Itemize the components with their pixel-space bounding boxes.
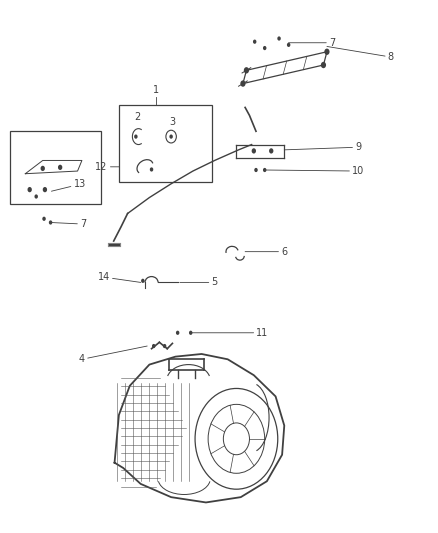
- Text: 4: 4: [79, 346, 147, 364]
- Circle shape: [263, 46, 266, 50]
- Circle shape: [43, 187, 47, 192]
- Text: 12: 12: [95, 162, 119, 172]
- Circle shape: [277, 36, 281, 41]
- Circle shape: [240, 80, 246, 87]
- Circle shape: [321, 62, 326, 68]
- Circle shape: [163, 344, 166, 348]
- Circle shape: [324, 49, 329, 55]
- Text: 13: 13: [51, 179, 86, 191]
- Text: 8: 8: [327, 46, 394, 62]
- Circle shape: [35, 195, 38, 199]
- Circle shape: [28, 187, 32, 192]
- Text: 14: 14: [98, 272, 141, 282]
- Text: 1: 1: [153, 85, 159, 95]
- Circle shape: [189, 330, 192, 335]
- Bar: [119, 105, 212, 182]
- Text: 11: 11: [191, 328, 268, 338]
- Circle shape: [134, 134, 138, 139]
- Bar: [10, 131, 102, 204]
- Text: 3: 3: [169, 117, 175, 127]
- Circle shape: [253, 39, 256, 44]
- Text: 6: 6: [245, 247, 287, 257]
- Circle shape: [269, 148, 273, 154]
- Circle shape: [263, 168, 266, 172]
- Text: 9: 9: [284, 142, 361, 152]
- Circle shape: [152, 344, 155, 348]
- Circle shape: [244, 67, 249, 74]
- Circle shape: [150, 167, 153, 172]
- Circle shape: [41, 166, 45, 171]
- Circle shape: [170, 134, 173, 139]
- Text: 10: 10: [265, 166, 364, 176]
- Text: 2: 2: [134, 112, 141, 122]
- Text: 7: 7: [289, 38, 335, 48]
- Circle shape: [176, 330, 180, 335]
- Circle shape: [252, 148, 256, 154]
- Circle shape: [42, 216, 46, 221]
- Circle shape: [58, 165, 62, 170]
- Circle shape: [141, 279, 145, 283]
- Circle shape: [287, 43, 290, 47]
- Text: 7: 7: [50, 219, 86, 229]
- Circle shape: [49, 220, 52, 224]
- Text: 5: 5: [180, 277, 218, 287]
- Circle shape: [254, 168, 258, 172]
